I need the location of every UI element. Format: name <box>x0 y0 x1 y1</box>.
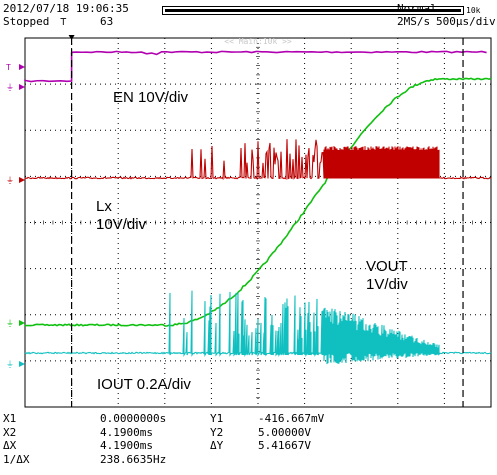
memory-label: 10k <box>466 6 481 15</box>
trigger-icon: ⊤ <box>60 15 67 28</box>
ch2-ground-icon: ⏚ <box>6 176 14 185</box>
measurement-v2: -416.667mV <box>258 412 325 425</box>
measurement-l1: ΔX <box>3 439 17 452</box>
waveform-traces <box>24 50 492 365</box>
ch4-arrow-icon <box>19 361 25 367</box>
lx-trace <box>24 139 492 181</box>
ch1-ground-icon: ⏚ <box>6 83 14 92</box>
measurement-v1: 4.1900ms <box>100 425 153 439</box>
measurement-l1: 1/ΔX <box>3 452 30 466</box>
vout-trace <box>24 77 492 327</box>
iout-trace <box>24 290 492 365</box>
trigger-position-icon <box>68 35 75 40</box>
ch4-ground-icon: ⏚ <box>6 360 14 369</box>
trigger-mode: Normal <box>397 2 437 15</box>
sample-rate: 2MS/s <box>397 15 431 28</box>
graticule <box>24 37 492 408</box>
iout-annotation: IOUT 0.2A/div <box>97 376 191 393</box>
acq-status: Stopped <box>3 15 50 28</box>
cursor-lines[interactable] <box>68 35 464 407</box>
measurement-l2: Y2 <box>210 425 224 439</box>
en-annotation: EN 10V/div <box>113 89 189 106</box>
measurement-v1: 0.0000000s <box>100 412 167 425</box>
timebase: 500μs/div <box>436 15 496 28</box>
measurement-l2: ΔY <box>210 439 224 452</box>
measurement-l1: X1 <box>3 412 17 425</box>
ch1-arrow-icon <box>19 84 25 90</box>
en-trace <box>24 50 487 83</box>
measurement-v1: 4.1900ms <box>100 439 153 452</box>
channel-markers: T ⏚ ⏚ ⏚ ⏚ <box>6 63 25 369</box>
memory-fill <box>165 9 461 12</box>
ch3-ground-icon: ⏚ <box>6 319 14 328</box>
lx-annotation: Lx 10V/div <box>96 198 147 233</box>
ch2-arrow-icon <box>19 177 25 183</box>
acq-count: 63 <box>100 15 114 28</box>
ch3-arrow-icon <box>19 320 25 326</box>
zoom-label: << Main:10k >> <box>224 37 292 46</box>
vout-annotation: VOUT 1V/div <box>366 258 408 293</box>
measurement-v1: 238.6635Hz <box>100 452 167 466</box>
ch1-trigger-arrow-icon <box>19 64 25 70</box>
measurement-l2: Y1 <box>210 412 224 425</box>
measurement-v2: 5.00000V <box>258 425 311 439</box>
measurement-l1: X2 <box>3 425 17 439</box>
memory-bar[interactable] <box>162 6 464 15</box>
ch1-trigger-ground-icon: T <box>6 63 11 72</box>
datetime: 2012/07/18 19:06:35 <box>3 2 129 15</box>
measurement-v2: 5.41667V <box>258 439 311 452</box>
